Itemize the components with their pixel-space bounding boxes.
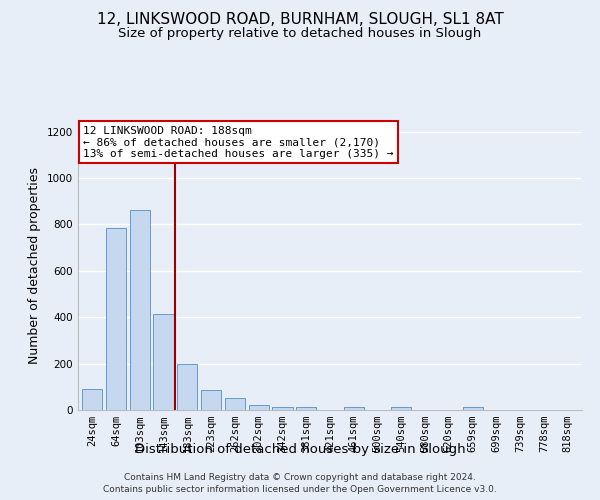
Bar	[296, 407, 316, 410]
Bar	[272, 406, 293, 410]
Bar	[130, 210, 150, 410]
Text: Contains public sector information licensed under the Open Government Licence v3: Contains public sector information licen…	[103, 485, 497, 494]
Text: 12 LINKSWOOD ROAD: 188sqm
← 86% of detached houses are smaller (2,170)
13% of se: 12 LINKSWOOD ROAD: 188sqm ← 86% of detac…	[83, 126, 394, 159]
Bar	[225, 398, 245, 410]
Bar	[177, 364, 197, 410]
Text: Size of property relative to detached houses in Slough: Size of property relative to detached ho…	[118, 28, 482, 40]
Bar	[201, 390, 221, 410]
Bar	[154, 314, 173, 410]
Text: Contains HM Land Registry data © Crown copyright and database right 2024.: Contains HM Land Registry data © Crown c…	[124, 472, 476, 482]
Bar	[344, 407, 364, 410]
Text: Distribution of detached houses by size in Slough: Distribution of detached houses by size …	[134, 442, 466, 456]
Bar	[391, 407, 412, 410]
Bar	[82, 389, 103, 410]
Bar	[463, 407, 483, 410]
Y-axis label: Number of detached properties: Number of detached properties	[28, 166, 41, 364]
Bar	[248, 405, 269, 410]
Bar	[106, 228, 126, 410]
Text: 12, LINKSWOOD ROAD, BURNHAM, SLOUGH, SL1 8AT: 12, LINKSWOOD ROAD, BURNHAM, SLOUGH, SL1…	[97, 12, 503, 28]
